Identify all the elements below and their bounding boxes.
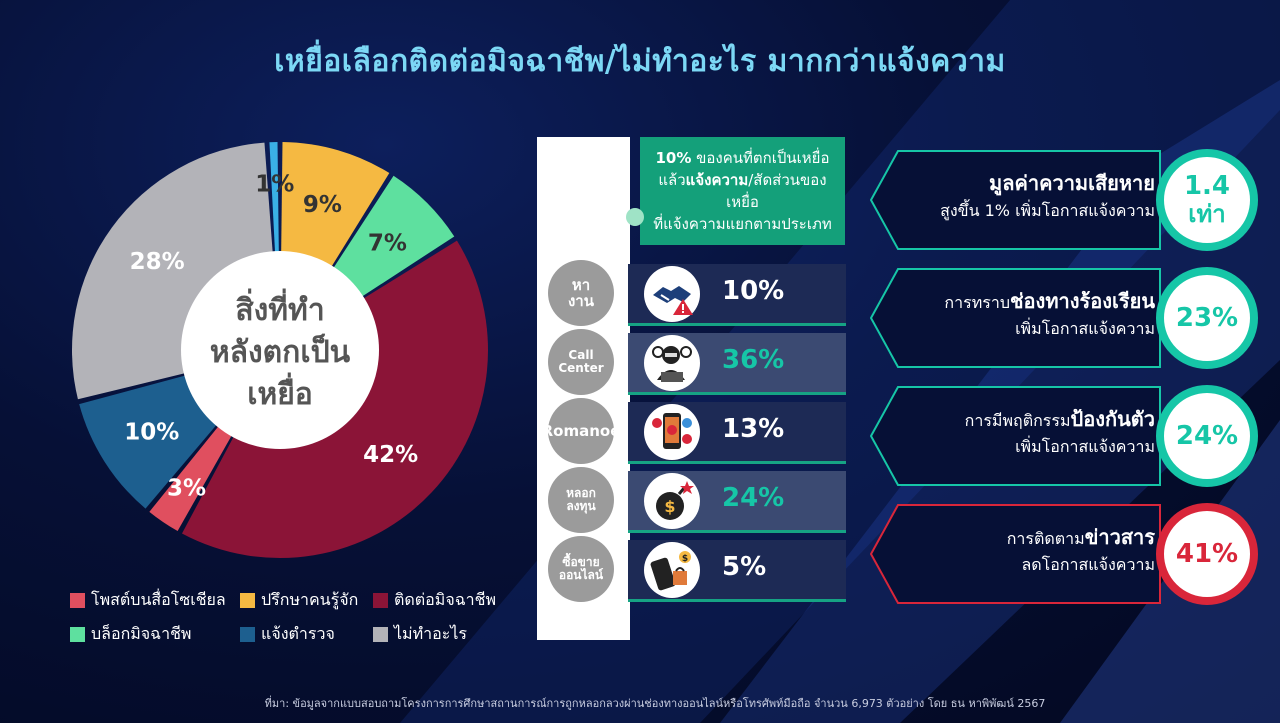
table-row: หา งาน 10% — [548, 260, 846, 326]
report-percent: 13% — [722, 414, 785, 444]
legend-label: ปรึกษาคนรู้จัก — [261, 590, 359, 609]
pie-slice-label: 28% — [130, 249, 185, 275]
factor-panel: การติดตามข่าวสารลดโอกาสแจ้งความ 41% — [870, 503, 1258, 605]
legend-swatch — [373, 593, 388, 608]
report-percent: 5% — [722, 552, 767, 582]
pie-center-text: เหยื่อ — [247, 372, 313, 412]
legend-item-social-post: โพสต์บนสื่อโซเชียล — [70, 588, 226, 613]
factor-value-badge: 1.4 เท่า — [1156, 149, 1258, 251]
legend-label: ไม่ทำอะไร — [394, 624, 467, 643]
callout-text-2c: /สัดส่วนของเหยื่อ — [726, 171, 827, 211]
legend-swatch — [240, 593, 255, 608]
category-label: หลอก ลงทุน — [548, 467, 614, 533]
legend-item-do-nothing: ไม่ทำอะไร — [373, 622, 467, 647]
pie-chart: 9% 7% 42% 3% 10% 28% 1% สิ่งที่ทำหลังตกเป็นเหยื… — [72, 142, 488, 558]
factor-frame — [870, 386, 1161, 486]
factor-value: 1.4 — [1183, 171, 1231, 201]
legend-label: บล็อกมิจฉาชีพ — [91, 624, 192, 643]
category-label: Call Center — [548, 329, 614, 395]
factor-value-badge: 41% — [1156, 503, 1258, 605]
hacker-laptop-icon — [644, 335, 700, 391]
pie-slice-label: 1% — [255, 172, 294, 198]
factor-value: 23% — [1175, 303, 1239, 333]
callout-dot — [626, 208, 644, 226]
callout-box: 10% ของคนที่ตกเป็นเหยื่อ แล้วแจ้งความ/สั… — [640, 137, 845, 245]
pie-center-hole — [181, 251, 379, 449]
factor-text: การทราบช่องทางร้องเรียนเพิ่มโอกาสแจ้งควา… — [870, 288, 1155, 342]
legend-swatch — [70, 593, 85, 608]
handshake-warning-icon — [644, 266, 700, 322]
money-bomb-icon: $ — [644, 473, 700, 529]
svg-text:$: $ — [682, 554, 688, 564]
category-label: Romanoe — [542, 398, 620, 464]
legend-swatch — [373, 627, 388, 642]
factor-subtitle: เพิ่มโอกาสแจ้งความ — [1015, 437, 1155, 456]
factor-text: การติดตามข่าวสารลดโอกาสแจ้งความ — [870, 524, 1155, 578]
source-note: ที่มา: ข้อมูลจากแบบสอบถามโครงการการศึกษา… — [264, 697, 1046, 710]
factor-title: มูลค่าความเสียหาย — [989, 171, 1155, 195]
report-percent: 10% — [722, 276, 785, 306]
callout-line-2: แล้วแจ้งความ/สัดส่วนของเหยื่อ — [646, 169, 839, 213]
legend-label: แจ้งตำรวจ — [261, 624, 335, 643]
factor-panel: การทราบช่องทางร้องเรียนเพิ่มโอกาสแจ้งควา… — [870, 267, 1258, 369]
table-row: หลอก ลงทุน $24% — [548, 467, 846, 533]
factor-panel: การมีพฤติกรรมป้องกันตัวเพิ่มโอกาสแจ้งควา… — [870, 385, 1258, 487]
report-percent: 24% — [722, 483, 785, 513]
page-title: เหยื่อเลือกติดต่อมิจฉาชีพ/ไม่ทำอะไร มากก… — [274, 44, 1006, 79]
legend-swatch — [240, 627, 255, 642]
factor-title: การติดตามข่าวสาร — [1006, 525, 1155, 549]
factor-subtitle: เพิ่มโอกาสแจ้งความ — [1015, 319, 1155, 338]
legend-item-consult-acquaintance: ปรึกษาคนรู้จัก — [240, 588, 358, 613]
row-underline — [628, 599, 846, 602]
pie-slice-label: 42% — [363, 442, 418, 468]
callout-pct: 10% — [655, 149, 692, 167]
callout-line-1: 10% ของคนที่ตกเป็นเหยื่อ — [646, 147, 839, 169]
callout-line-3: ที่แจ้งความแยกตามประเภท — [653, 215, 832, 233]
legend-item-contact-scammer: ติดต่อมิจฉาชีพ — [373, 588, 496, 613]
legend-item-report-police: แจ้งตำรวจ — [240, 622, 335, 647]
factor-text: การมีพฤติกรรมป้องกันตัวเพิ่มโอกาสแจ้งควา… — [870, 406, 1155, 460]
factor-panel: มูลค่าความเสียหายสูงขึ้น 1% เพิ่มโอกาสแจ… — [870, 149, 1258, 251]
callout-text-2b: แจ้งความ — [685, 171, 749, 189]
legend-swatch — [70, 627, 85, 642]
row-underline — [628, 461, 846, 464]
legend-label: โพสต์บนสื่อโซเชียล — [91, 590, 226, 609]
pie-center-text: หลังตกเป็น — [210, 333, 351, 370]
legend-label: ติดต่อมิจฉาชีพ — [394, 590, 496, 609]
factor-unit: เท่า — [1188, 200, 1226, 228]
callout-text-2a: แล้ว — [658, 171, 686, 189]
phone-heart-icon — [644, 404, 700, 460]
pie-slice-label: 3% — [167, 476, 206, 502]
pie-center-text: สิ่งที่ทำ — [235, 288, 324, 328]
factor-value: 24% — [1175, 421, 1239, 451]
factor-subtitle: ลดโอกาสแจ้งความ — [1021, 555, 1155, 574]
row-underline — [628, 323, 846, 326]
factor-value: 41% — [1175, 539, 1239, 569]
factor-title: การมีพฤติกรรมป้องกันตัว — [964, 407, 1155, 431]
table-row: ซื้อขาย ออนไลน์ $5% — [548, 536, 846, 602]
pie-slice-label: 7% — [368, 231, 407, 257]
pie-slice-label: 9% — [303, 192, 342, 218]
factor-subtitle: สูงขึ้น 1% เพิ่มโอกาสแจ้งความ — [940, 201, 1155, 220]
factor-frame — [870, 504, 1161, 604]
factor-text: มูลค่าความเสียหายสูงขึ้น 1% เพิ่มโอกาสแจ… — [870, 170, 1155, 224]
svg-text:$: $ — [664, 497, 675, 516]
pie-slice-label: 10% — [124, 419, 179, 445]
factor-value-badge: 23% — [1156, 267, 1258, 369]
callout-text-1: ของคนที่ตกเป็นเหยื่อ — [691, 149, 830, 167]
category-label: หา งาน — [548, 260, 614, 326]
factor-frame — [870, 150, 1161, 250]
phone-shopping-icon: $ — [644, 542, 700, 598]
legend-item-block-scammer: บล็อกมิจฉาชีพ — [70, 622, 191, 647]
table-row: Romanoe 13% — [542, 398, 846, 464]
report-percent: 36% — [722, 345, 785, 375]
row-underline — [628, 530, 846, 533]
factor-title: การทราบช่องทางร้องเรียน — [944, 289, 1155, 313]
row-underline — [628, 392, 846, 395]
category-label: ซื้อขาย ออนไลน์ — [548, 536, 614, 602]
table-row: Call Center 36% — [548, 329, 846, 395]
factor-frame — [870, 268, 1161, 368]
factor-value-badge: 24% — [1156, 385, 1258, 487]
